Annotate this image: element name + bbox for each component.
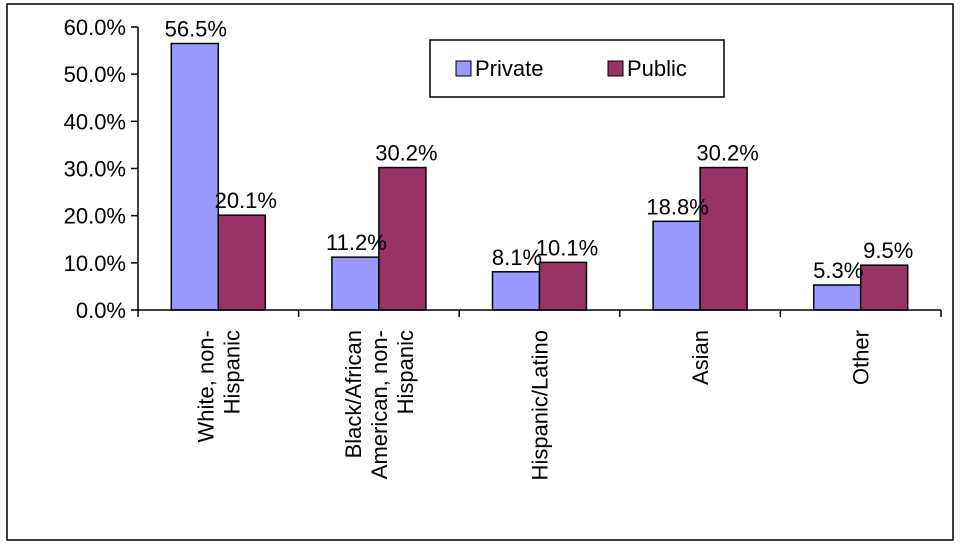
y-tick-label: 60.0% [64,15,126,40]
bar-private-0 [170,42,220,311]
data-label-private-0: 56.5% [165,17,227,42]
bar-private-2 [491,271,541,311]
data-label-public-1: 30.2% [375,141,437,166]
bar-public-3 [699,166,748,311]
data-label-public-3: 30.2% [696,141,758,166]
data-label-public-0: 20.1% [215,188,277,213]
x-category-label-line: Black/African [341,330,366,458]
bars [170,42,909,311]
bar-public-2 [538,261,588,311]
x-category-label-line: White, non- [193,330,218,443]
bar-private-1 [331,256,380,311]
x-category-label-3: Asian [688,330,713,385]
bar-public-1 [378,166,427,311]
legend-label-private: Private [475,56,543,81]
y-axis-ticks: 0.0% 10.0% 20.0% 30.0% 40.0% 50.0% 60.0% [64,15,138,323]
data-label-private-3: 18.8% [646,194,708,219]
legend-label-public: Public [627,56,687,81]
y-tick-label: 30.0% [64,157,126,182]
data-label-public-4: 9.5% [863,238,913,263]
data-label-public-2: 10.1% [536,235,598,260]
data-label-private-2: 8.1% [492,245,542,270]
x-category-label-1: Black/African American, non- Hispanic [341,330,418,479]
x-category-label-2: Hispanic/Latino [528,330,553,480]
bar-public-0 [217,214,267,311]
bar-private-4 [812,284,862,311]
legend-swatch-private [455,60,472,77]
legend: Private Public [429,39,725,98]
x-category-label-line: Asian [688,330,713,385]
y-tick-label: 20.0% [64,204,126,229]
x-category-label-line: American, non- [367,330,392,479]
x-category-label-line: Hispanic [393,330,418,414]
y-tick-label: 40.0% [64,109,126,134]
x-category-label-line: Other [849,330,874,385]
y-tick-label: 50.0% [64,62,126,87]
x-category-label-4: Other [849,330,874,385]
legend-box [429,39,725,98]
y-tick-label: 0.0% [76,298,126,323]
legend-swatch-public [607,60,624,77]
data-labels: 56.5% 20.1% 11.2% 30.2% 8.1%10.1% 18.8% 30.2% 5… [165,17,914,283]
x-axis-labels: White, non- Hispanic Black/African American… [193,330,873,480]
x-category-label-line: Hispanic/Latino [528,330,553,480]
data-label-private-1: 11.2% [326,230,387,255]
x-category-label-line: Hispanic [219,330,244,414]
x-axis-ticks [137,310,942,317]
data-label-private-4: 5.3% [813,258,863,283]
y-tick-label: 10.0% [64,251,126,276]
bar-private-3 [652,220,701,311]
bar-public-4 [859,264,909,311]
x-category-label-0: White, non- Hispanic [193,330,244,443]
